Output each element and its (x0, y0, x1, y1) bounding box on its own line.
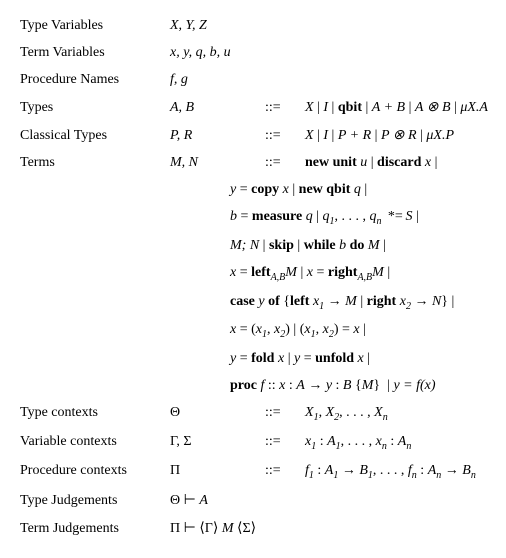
row-type-variables: Type Variables X, Y, Z (20, 18, 496, 34)
def-procedure-contexts: f1 : A1 → B1, . . . , fn : An → Bn (305, 463, 496, 481)
sym-type-variables: X, Y, Z (170, 18, 265, 34)
def-terms-2: b = measure q | q1, . . . , qn *= S | (20, 209, 496, 227)
label-term-variables: Term Variables (20, 45, 170, 61)
def-terms-5: case y of {left x1 → M | right x2 → N} | (20, 294, 496, 312)
sym-variable-contexts: Γ, Σ (170, 434, 265, 450)
label-variable-contexts: Variable contexts (20, 434, 170, 450)
row-type-judgements: Type Judgements Θ ⊢ A (20, 492, 496, 509)
def-terms-0: new unit u | discard x | (305, 155, 496, 171)
sym-classical-types: P, R (170, 128, 265, 144)
op-types: ::= (265, 100, 305, 116)
sym-term-judgements: Π ⊢ ⟨Γ⟩ M ⟨Σ⟩ (170, 520, 496, 537)
def-classical-types: X | I | P + R | P ⊗ R | μX.P (305, 127, 496, 144)
row-procedure-names: Procedure Names f, g (20, 72, 496, 88)
row-term-judgements: Term Judgements Π ⊢ ⟨Γ⟩ M ⟨Σ⟩ (20, 520, 496, 537)
sym-types: A, B (170, 100, 265, 116)
label-procedure-names: Procedure Names (20, 72, 170, 88)
sym-procedure-contexts: Π (170, 463, 265, 479)
row-classical-types: Classical Types P, R ::= X | I | P + R |… (20, 127, 496, 144)
def-variable-contexts: x1 : A1, . . . , xn : An (305, 434, 496, 452)
label-type-variables: Type Variables (20, 18, 170, 34)
label-classical-types: Classical Types (20, 128, 170, 144)
def-terms-3: M; N | skip | while b do M | (20, 238, 496, 254)
op-type-contexts: ::= (265, 405, 305, 421)
op-classical-types: ::= (265, 128, 305, 144)
sym-procedure-names: f, g (170, 72, 265, 88)
row-types: Types A, B ::= X | I | qbit | A + B | A … (20, 99, 496, 116)
def-terms-6: x = (x1, x2) | (x1, x2) = x | (20, 322, 496, 340)
op-procedure-contexts: ::= (265, 463, 305, 479)
sym-term-variables: x, y, q, b, u (170, 45, 265, 61)
label-term-judgements: Term Judgements (20, 521, 170, 537)
row-type-contexts: Type contexts Θ ::= X1, X2, . . . , Xn (20, 405, 496, 423)
sym-terms: M, N (170, 155, 265, 171)
op-terms: ::= (265, 155, 305, 171)
label-terms: Terms (20, 155, 170, 171)
row-terms: Terms M, N ::= new unit u | discard x | (20, 155, 496, 171)
label-type-judgements: Type Judgements (20, 493, 170, 509)
label-procedure-contexts: Procedure contexts (20, 463, 170, 479)
def-type-contexts: X1, X2, . . . , Xn (305, 405, 496, 423)
op-variable-contexts: ::= (265, 434, 305, 450)
sym-type-contexts: Θ (170, 405, 265, 421)
def-types: X | I | qbit | A + B | A ⊗ B | μX.A (305, 99, 496, 116)
label-types: Types (20, 100, 170, 116)
def-terms-7: y = fold x | y = unfold x | (20, 351, 496, 367)
def-terms-8: proc f :: x : A → y : B {M} | y = f(x) (20, 378, 496, 394)
def-terms-1: y = copy x | new qbit q | (20, 182, 496, 198)
row-term-variables: Term Variables x, y, q, b, u (20, 45, 496, 61)
sym-type-judgements: Θ ⊢ A (170, 492, 265, 509)
row-variable-contexts: Variable contexts Γ, Σ ::= x1 : A1, . . … (20, 434, 496, 452)
row-procedure-contexts: Procedure contexts Π ::= f1 : A1 → B1, .… (20, 463, 496, 481)
def-terms-4: x = leftA,BM | x = rightA,BM | (20, 265, 496, 283)
label-type-contexts: Type contexts (20, 405, 170, 421)
